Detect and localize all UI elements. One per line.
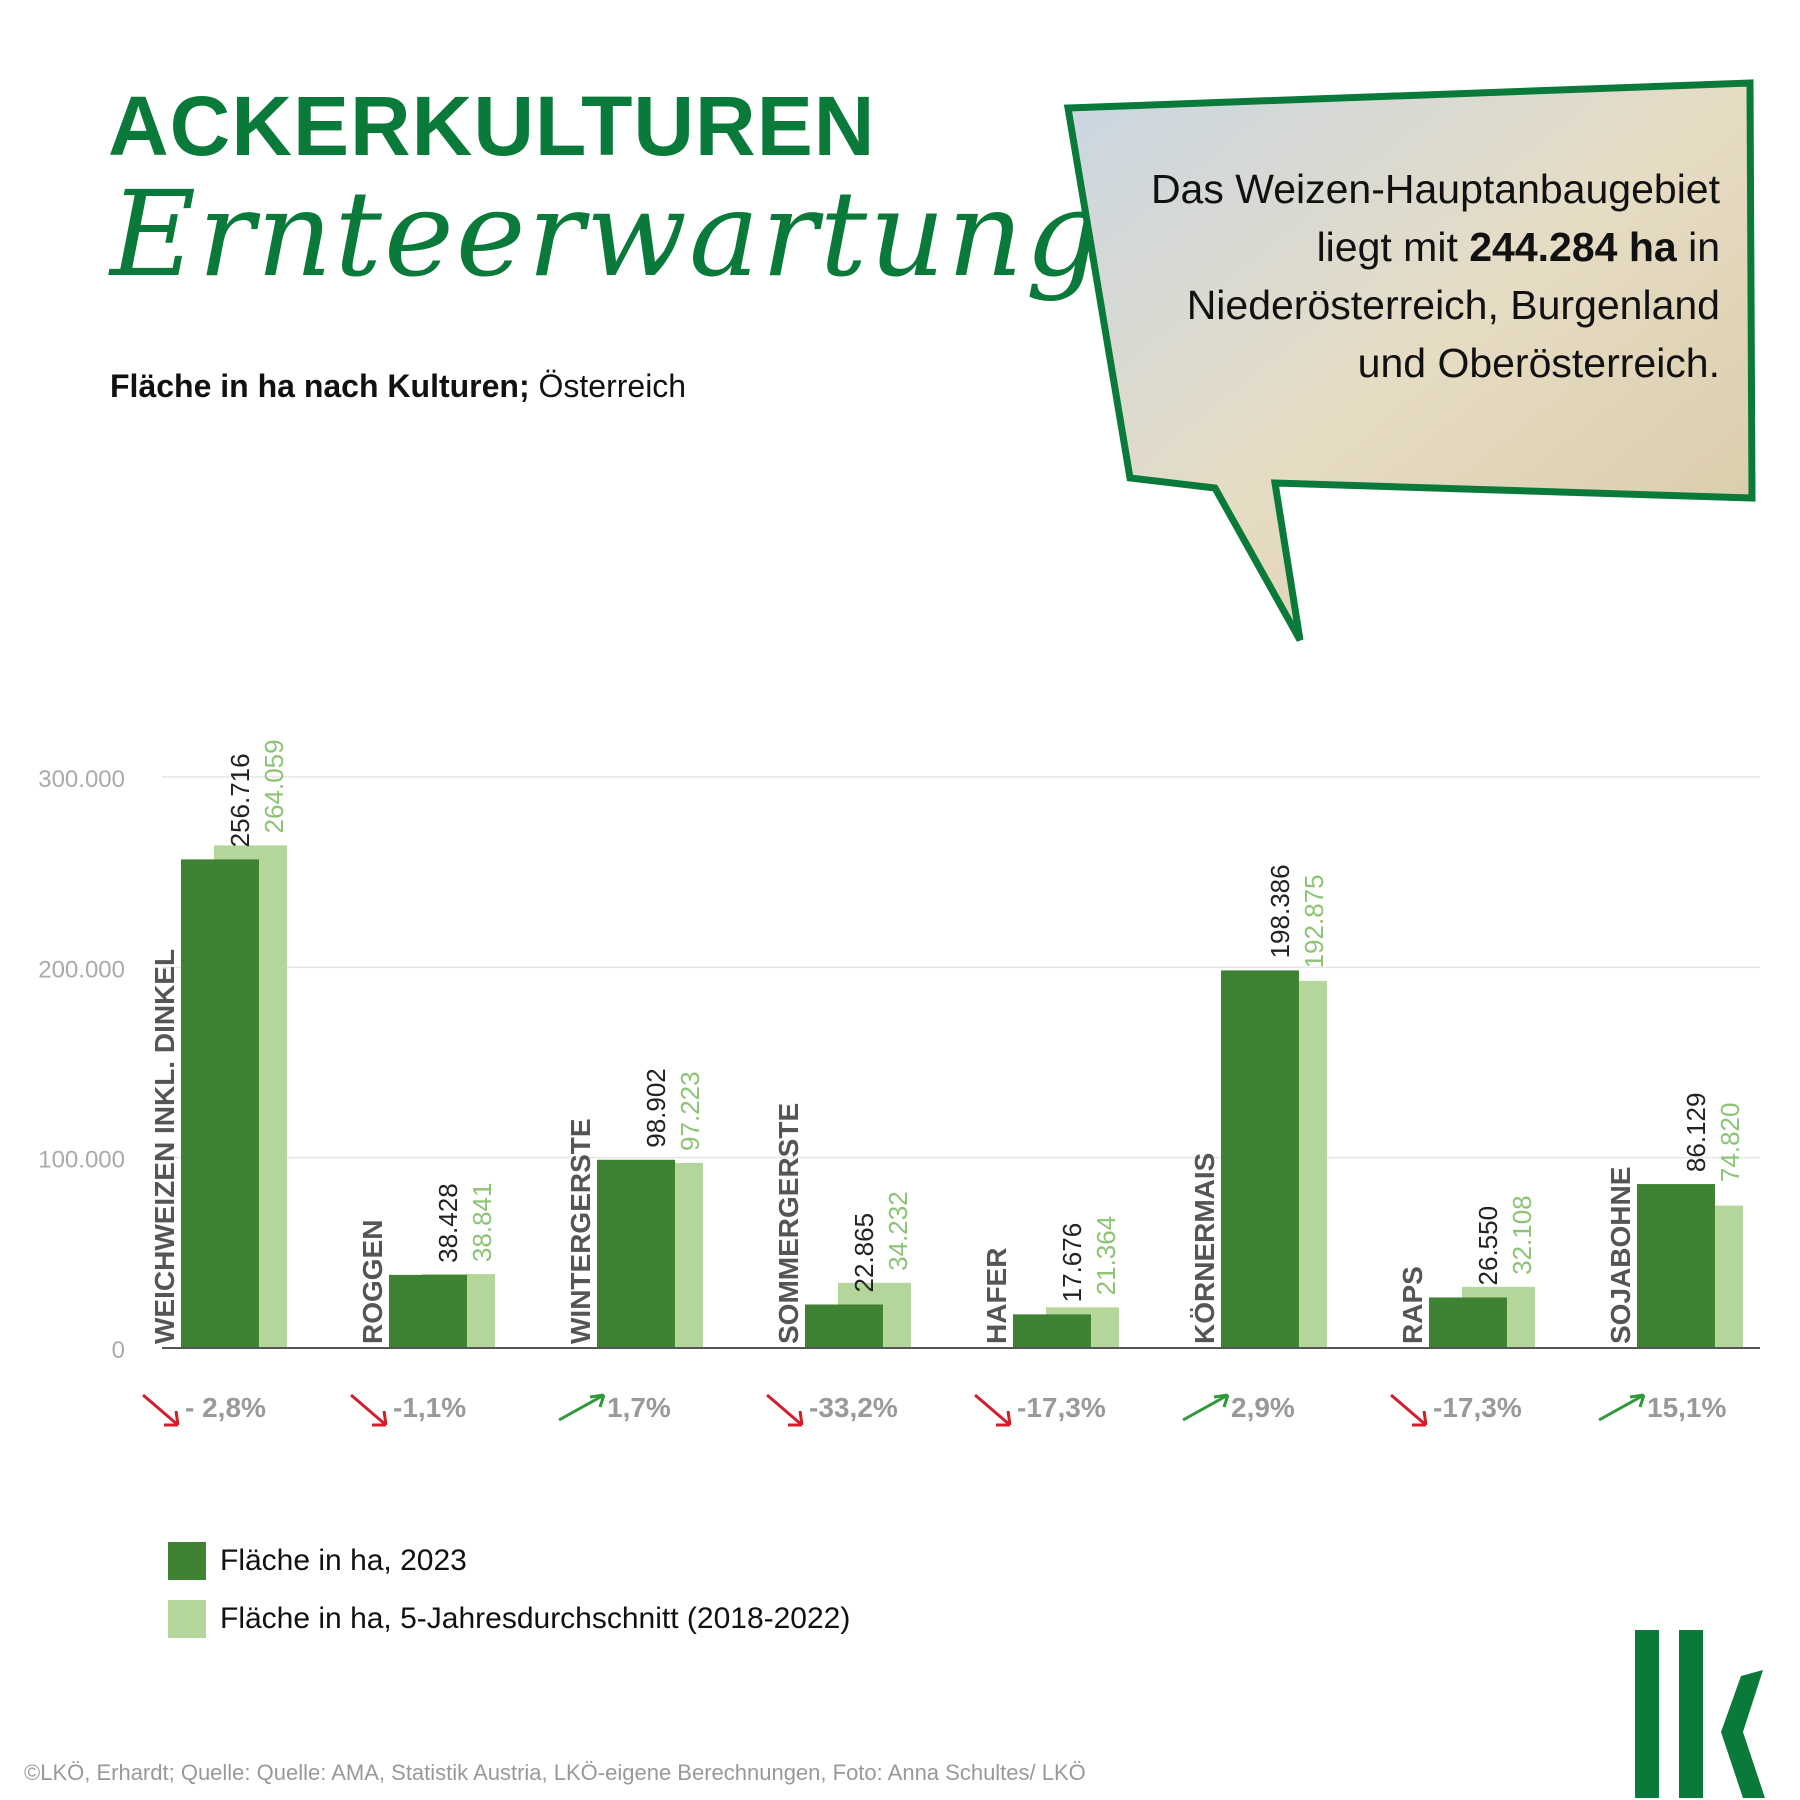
value-label-average: 34.232 xyxy=(883,1191,913,1271)
script-title: Ernteerwartungen xyxy=(110,165,1253,303)
change-label: - 2,8% xyxy=(185,1392,266,1423)
arrow-down-icon xyxy=(350,1393,387,1427)
subtitle-bold: Fläche in ha nach Kulturen; xyxy=(110,368,530,404)
bubble-text-part: liegt mit xyxy=(1316,224,1470,270)
bubble-line: Niederösterreich, Burgenland xyxy=(1186,282,1720,328)
arrow-head-icon xyxy=(1213,1393,1230,1408)
legend-item-2023: Fläche in ha, 2023 xyxy=(168,1542,467,1580)
value-label-2023: 198.386 xyxy=(1265,864,1295,958)
category-label: HAFER xyxy=(981,1248,1012,1344)
value-label-2023: 26.550 xyxy=(1473,1206,1503,1286)
value-label-average: 21.364 xyxy=(1091,1216,1121,1296)
bubble-highlight: 244.284 ha xyxy=(1469,224,1677,270)
change-label: -1,1% xyxy=(393,1392,466,1423)
arrow-down-icon xyxy=(1390,1393,1427,1427)
value-label-2023: 86.129 xyxy=(1681,1093,1711,1173)
change-label: -33,2% xyxy=(809,1392,898,1423)
bar-2023 xyxy=(181,859,259,1348)
arrow-head-icon xyxy=(372,1410,388,1427)
value-label-average: 32.108 xyxy=(1507,1195,1537,1275)
y-tick-label: 200.000 xyxy=(38,956,125,983)
y-tick-label: 300.000 xyxy=(38,766,125,793)
value-label-2023: 256.716 xyxy=(225,753,255,847)
arrow-head-icon xyxy=(788,1410,804,1427)
bar-2023 xyxy=(1429,1297,1507,1348)
arrow-down-icon xyxy=(766,1393,803,1427)
bubble-line: und Oberösterreich. xyxy=(1357,340,1720,386)
value-label-2023: 17.676 xyxy=(1057,1223,1087,1303)
value-label-average: 192.875 xyxy=(1299,874,1329,968)
value-label-2023: 38.428 xyxy=(433,1183,463,1263)
bubble-text: Das Weizen-Hauptanbaugebiet liegt mit 24… xyxy=(1100,160,1720,392)
arrow-head-icon xyxy=(1629,1393,1646,1408)
arrow-up-icon xyxy=(1182,1393,1229,1422)
speech-bubble xyxy=(1063,79,1756,642)
bubble-line: Das Weizen-Hauptanbaugebiet xyxy=(1150,166,1720,212)
bar-2023 xyxy=(1013,1314,1091,1348)
legend-swatch-dark xyxy=(168,1542,206,1580)
category-label: ROGGEN xyxy=(357,1220,388,1344)
change-label: 15,1% xyxy=(1647,1392,1726,1423)
arrow-head-icon xyxy=(164,1410,180,1427)
value-label-2023: 98.902 xyxy=(641,1068,671,1148)
category-label: RAPS xyxy=(1397,1266,1428,1344)
y-tick-label: 0 xyxy=(112,1337,125,1364)
y-tick-label: 100.000 xyxy=(38,1147,125,1174)
category-label: SOMMERGERSTE xyxy=(773,1103,804,1344)
change-label: 2,9% xyxy=(1231,1392,1295,1423)
value-label-average: 74.820 xyxy=(1715,1103,1745,1183)
page-title: ACKERKULTUREN xyxy=(108,79,876,173)
arrow-down-icon xyxy=(142,1393,179,1427)
legend-swatch-light xyxy=(168,1600,206,1638)
bar-chart: 0 100.000 200.000 300.000 WEICHWEIZEN INKL. … xyxy=(38,739,1760,1427)
category-label: SOJABOHNE xyxy=(1605,1167,1636,1344)
legend-item-average: Fläche in ha, 5-Jahresdurchschnitt (2018… xyxy=(168,1600,850,1638)
category-label: KÖRNERMAIS xyxy=(1189,1153,1220,1344)
change-label: -17,3% xyxy=(1433,1392,1522,1423)
category-label: WINTERGERSTE xyxy=(565,1118,596,1344)
arrow-up-icon xyxy=(558,1393,605,1422)
bar-2023 xyxy=(1637,1184,1715,1348)
footer-credits: ©LKÖ, Erhardt; Quelle: Quelle: AMA, Stat… xyxy=(24,1760,1086,1785)
bubble-text-part: in xyxy=(1676,224,1720,270)
change-label: -17,3% xyxy=(1017,1392,1106,1423)
arrow-up-icon xyxy=(1598,1393,1645,1422)
arrow-head-icon xyxy=(589,1393,606,1408)
arrow-head-icon xyxy=(996,1410,1012,1427)
subtitle: Fläche in ha nach Kulturen; Österreich xyxy=(110,368,686,405)
subtitle-rest: Österreich xyxy=(538,368,687,404)
legend-label: Fläche in ha, 5-Jahresdurchschnitt (2018… xyxy=(220,1602,851,1635)
legend-label: Fläche in ha, 2023 xyxy=(220,1544,467,1577)
category-label: WEICHWEIZEN INKL. DINKEL xyxy=(149,949,180,1344)
value-label-average: 97.223 xyxy=(675,1071,705,1151)
bubble-line: liegt mit 244.284 ha in xyxy=(1100,218,1720,276)
bar-2023 xyxy=(805,1304,883,1348)
value-label-2023: 22.865 xyxy=(849,1213,879,1293)
lk-logo xyxy=(1635,1630,1765,1798)
bar-2023 xyxy=(597,1159,675,1348)
bar-2023 xyxy=(389,1274,467,1348)
bar-2023 xyxy=(1221,970,1299,1348)
arrow-head-icon xyxy=(1412,1410,1428,1427)
change-label: 1,7% xyxy=(607,1392,671,1423)
value-label-average: 38.841 xyxy=(467,1183,497,1263)
arrow-down-icon xyxy=(974,1393,1011,1427)
value-label-average: 264.059 xyxy=(259,739,289,833)
